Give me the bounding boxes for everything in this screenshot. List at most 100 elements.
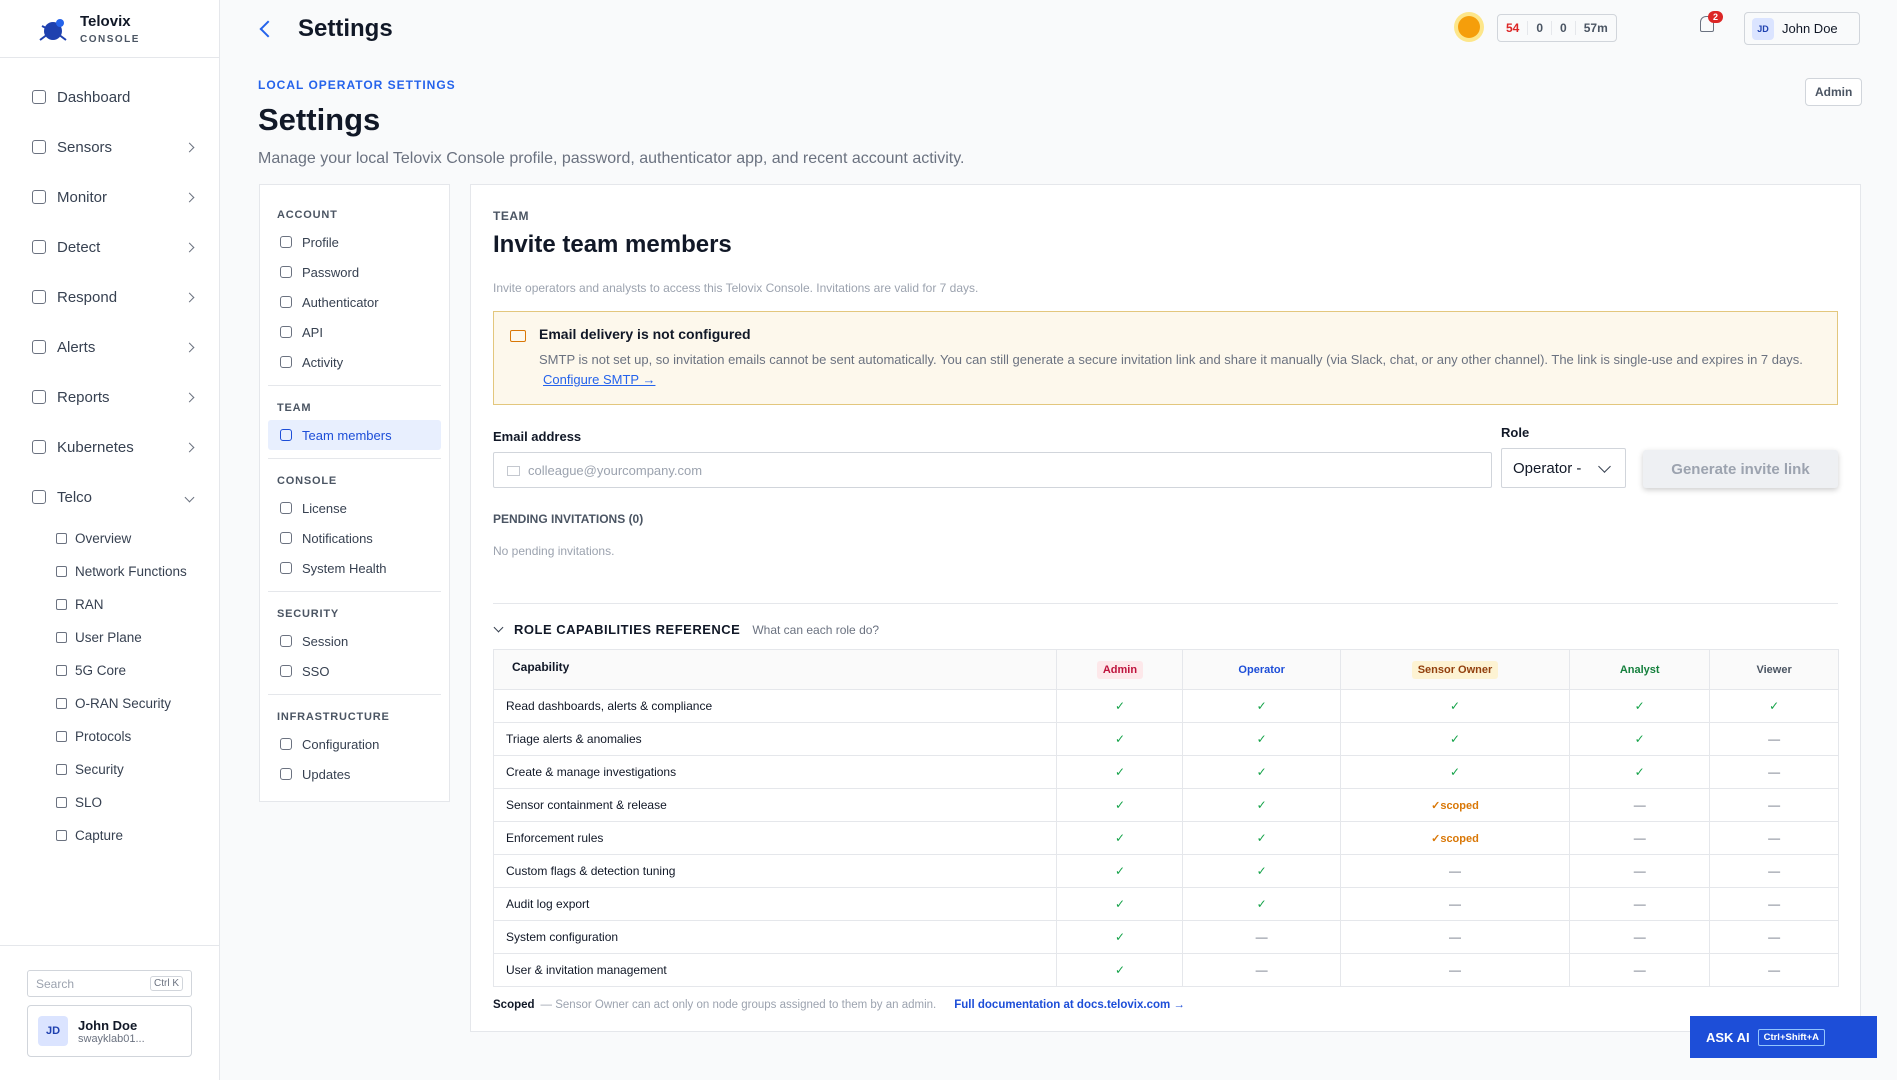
nav-item[interactable]: Detect <box>0 222 219 272</box>
role-select[interactable]: Operator - <box>1501 448 1626 488</box>
chevron <box>184 192 195 202</box>
item-icon <box>280 296 292 308</box>
email-input[interactable]: colleague@yourcompany.com <box>493 452 1492 488</box>
settings-nav-item[interactable]: Updates <box>268 759 441 789</box>
user-menu[interactable]: JD John Doe <box>1744 12 1860 45</box>
subnav-item[interactable]: RAN <box>0 588 219 621</box>
settings-nav-item[interactable]: License <box>268 493 441 523</box>
nav-item[interactable]: Kubernetes <box>0 422 219 472</box>
subnav-label: Security <box>75 762 124 777</box>
stat: 57m <box>1574 21 1616 35</box>
table-row: Audit log export ✓ ✓ — — — <box>492 887 1839 921</box>
nav-label: Reports <box>57 388 110 406</box>
nav-group-title: SECURITY <box>277 608 340 620</box>
settings-nav-item[interactable]: System Health <box>268 553 441 583</box>
alert-body-wrap: SMTP is not set up, so invitation emails… <box>539 350 1821 390</box>
column-label: Analyst <box>1619 663 1660 676</box>
item-icon <box>280 562 292 574</box>
email-placeholder: colleague@yourcompany.com <box>528 462 703 478</box>
nav-item[interactable]: Monitor <box>0 172 219 222</box>
settings-nav-item[interactable]: Notifications <box>268 523 441 553</box>
nav-label: Detect <box>57 238 101 256</box>
item-label: Activity <box>302 354 344 370</box>
permission: ✓scoped <box>1339 821 1571 855</box>
item-label: Profile <box>302 234 339 250</box>
item-label: Password <box>302 264 360 280</box>
permission: — <box>1569 821 1711 855</box>
settings-nav-item[interactable]: API <box>268 317 441 347</box>
section-eyebrow: TEAM <box>493 209 529 223</box>
subnav-item[interactable]: Overview <box>0 522 219 555</box>
settings-nav-item[interactable]: Authenticator <box>268 287 441 317</box>
settings-nav-item[interactable]: Activity <box>268 347 441 377</box>
docs-link[interactable]: Full documentation at docs.telovix.com → <box>954 999 1185 1011</box>
subnav-label: Capture <box>75 828 124 843</box>
section-description: Invite operators and analysts to access … <box>493 281 979 295</box>
permission: — <box>1339 887 1571 921</box>
permission: ✓ <box>1182 788 1341 822</box>
roles-subtitle: What can each role do? <box>752 622 880 637</box>
permission: ✓ <box>1182 821 1341 855</box>
permission: — <box>1569 854 1711 888</box>
nav-label: Sensors <box>57 138 113 156</box>
ask-ai-label: ASK AI <box>1706 1029 1750 1045</box>
table-row: System configuration ✓ — — — — <box>492 920 1839 954</box>
nav-item[interactable]: Telco <box>0 472 219 522</box>
table-row: User & invitation management ✓ — — — — <box>492 953 1839 987</box>
settings-nav-item[interactable]: Profile <box>268 227 441 257</box>
theme-toggle[interactable] <box>1458 16 1480 38</box>
subnav-item[interactable]: Protocols <box>0 720 219 753</box>
stat: 0 <box>1527 21 1551 35</box>
item-icon <box>280 429 292 441</box>
configure-link[interactable]: Configure SMTP → <box>543 372 656 387</box>
nav-item[interactable]: Alerts <box>0 322 219 372</box>
subnav-item[interactable]: Network Functions <box>0 555 219 588</box>
settings-nav-item[interactable]: Session <box>268 626 441 656</box>
permission: — <box>1709 920 1839 954</box>
subnav-item[interactable]: Security <box>0 753 219 786</box>
subnav-item[interactable]: Capture <box>0 819 219 852</box>
settings-nav-item[interactable]: SSO <box>268 656 441 686</box>
section-title: Invite team members <box>493 231 732 258</box>
subnav-item[interactable]: User Plane <box>0 621 219 654</box>
nav-item[interactable]: Reports <box>0 372 219 422</box>
search[interactable]: Search Ctrl K <box>27 970 192 997</box>
nav-item[interactable]: Sensors <box>0 122 219 172</box>
subnav-label: Network Functions <box>75 564 187 579</box>
table-row: Triage alerts & anomalies ✓ ✓ ✓ ✓ — <box>492 722 1839 756</box>
permission: ✓ <box>1056 788 1184 822</box>
notifications[interactable] <box>1700 16 1714 32</box>
nav-icon <box>32 90 46 104</box>
nav-item[interactable]: Respond <box>0 272 219 322</box>
generate-button[interactable]: Generate invite link <box>1643 450 1838 488</box>
ask-ai-button[interactable]: ASK AI Ctrl+Shift+A <box>1690 1016 1877 1058</box>
column-header: Sensor Owner <box>1339 649 1571 690</box>
permission: ✓ <box>1056 821 1184 855</box>
subnav-label: Overview <box>75 531 132 546</box>
subnav-label: O-RAN Security <box>75 696 172 711</box>
capability: Enforcement rules <box>492 821 1058 855</box>
user-card[interactable]: JD John Doe swayklab01... <box>27 1005 192 1057</box>
settings-nav-item[interactable]: Configuration <box>268 729 441 759</box>
header-row: Capability Admin Operator Sensor Owner Analy… <box>492 649 1839 690</box>
subnav-icon <box>56 764 67 775</box>
capability: Sensor containment & release <box>492 788 1058 822</box>
subnav-item[interactable]: O-RAN Security <box>0 687 219 720</box>
settings-nav-item[interactable]: Password <box>268 257 441 287</box>
nav-label: Telco <box>57 488 93 506</box>
permission: ✓ <box>1569 689 1711 723</box>
main-nav: Dashboard Sensors Monitor Detect Respond Aler… <box>0 58 219 852</box>
subnav-item[interactable]: SLO <box>0 786 219 819</box>
item-icon <box>280 266 292 278</box>
stat: 54 <box>1506 21 1520 35</box>
table-row: Enforcement rules ✓ ✓ ✓scoped — — <box>492 821 1839 855</box>
settings-nav-item[interactable]: Team members <box>268 420 441 450</box>
table-row: Custom flags & detection tuning ✓ ✓ — — — <box>492 854 1839 888</box>
nav-item[interactable]: Dashboard <box>0 72 219 122</box>
status-stats[interactable]: 54 0 0 57m <box>1497 14 1617 42</box>
stat: 0 <box>1551 21 1575 35</box>
subnav-item[interactable]: 5G Core <box>0 654 219 687</box>
roles-toggle[interactable]: ROLE CAPABILITIES REFERENCE What can each… <box>493 622 1838 637</box>
column-header: Admin <box>1056 649 1184 690</box>
back-button[interactable] <box>259 20 277 38</box>
